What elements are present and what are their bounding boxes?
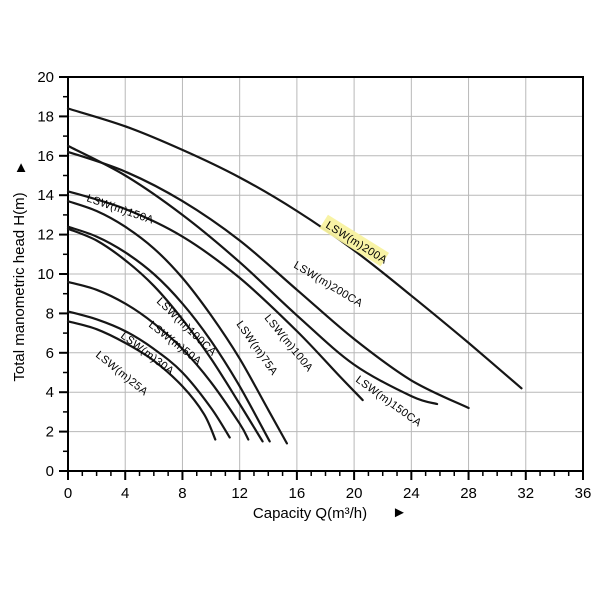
y-axis-arrow-icon: ▲ [14,159,29,176]
x-axis-title: Capacity Q(m³/h) [253,505,367,522]
x-tick-label: 8 [178,485,186,502]
x-tick-label: 12 [231,485,248,502]
x-tick-label: 20 [346,485,363,502]
y-tick-label: 20 [37,69,54,86]
y-tick-label: 14 [37,187,54,204]
y-tick-label: 8 [46,305,54,322]
x-tick-label: 28 [460,485,477,502]
x-axis-arrow-icon: ► [392,504,407,521]
curve-lsw-m-30a [66,310,231,439]
curve-label-group-lsw-m-200a: LSW(m)200A [319,214,390,267]
curve-lsw-m-50a [66,280,250,441]
curve-lsw-m-100ca [66,225,271,443]
x-tick-label: 36 [575,485,592,502]
y-tick-label: 18 [37,108,54,125]
curve-lsw-m-25a [66,320,217,441]
x-tick-label: 16 [289,485,306,502]
y-axis-title: Total manometric head H(m) [11,192,28,381]
y-tick-label: 10 [37,266,54,283]
y-tick-label: 12 [37,227,54,244]
y-tick-label: 2 [46,424,54,441]
y-tick-label: 0 [46,463,54,480]
x-tick-label: 24 [403,485,420,502]
curve-lsw-m-100a [66,200,288,445]
curve-lsw-m-75a [66,227,264,443]
y-tick-label: 16 [37,148,54,165]
curve-lsw-m-200ca [66,150,470,410]
x-tick-label: 4 [121,485,129,502]
y-tick-label: 6 [46,345,54,362]
grid-layer [68,77,583,471]
curve-lsw-m-200a [66,107,523,390]
y-tick-label: 4 [46,384,54,401]
curve-lsw-m-150ca [66,144,439,406]
curve-label-lsw-m-200a: LSW(m)200A [323,219,389,266]
curve-lsw-m-150a [66,190,364,402]
x-tick-label: 0 [64,485,72,502]
curve-layer [66,107,523,445]
x-tick-label: 32 [517,485,534,502]
label-highlight-lsw-m-200a [319,214,390,267]
